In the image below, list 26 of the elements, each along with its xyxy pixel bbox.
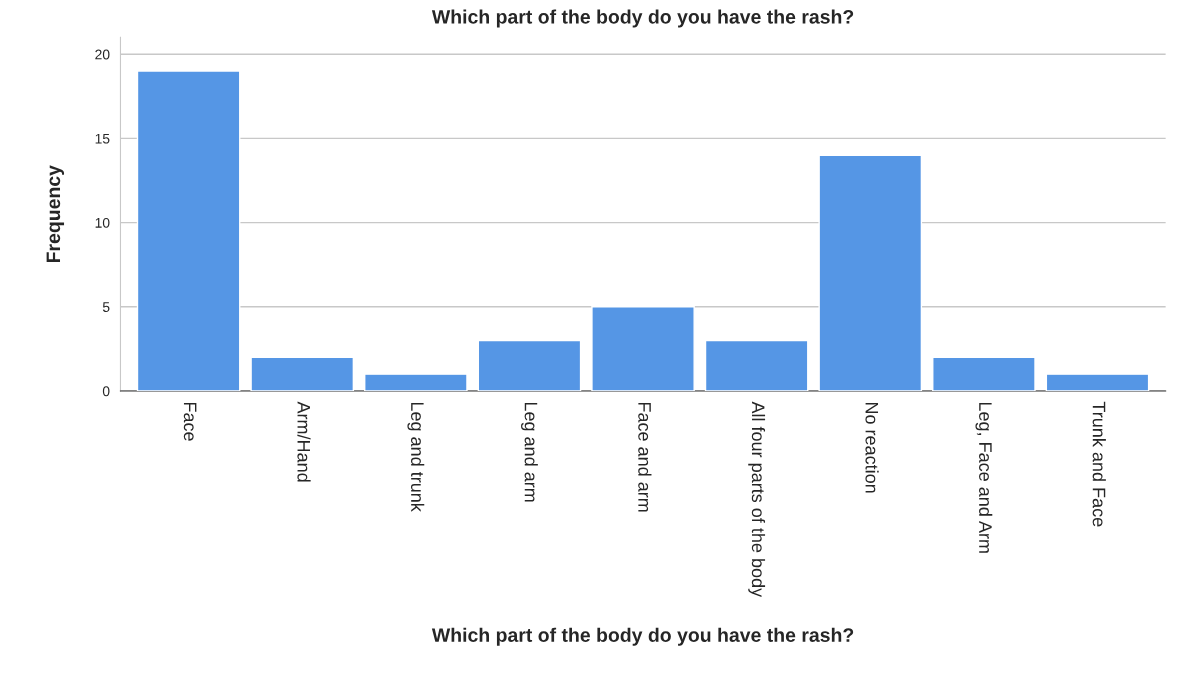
x-tick-label: Leg, Face and Arm — [975, 402, 993, 553]
bar — [591, 306, 695, 391]
y-tick-label: 10 — [95, 217, 110, 228]
y-tick-label: 0 — [102, 386, 110, 397]
bar — [136, 70, 241, 391]
y-tick-label: 15 — [95, 133, 110, 144]
y-tick-label: 20 — [95, 49, 110, 60]
x-tick-label: All four parts of the body — [748, 401, 766, 598]
x-tick-label: Arm/Hand — [297, 401, 311, 482]
bar — [818, 154, 923, 391]
x-tick-label: Face — [183, 402, 197, 441]
bar — [364, 373, 468, 391]
x-tick-label: Face and arm — [638, 402, 652, 512]
bar — [250, 356, 355, 391]
bar — [477, 339, 582, 391]
chart-title: Which part of the body do you have the rash? — [431, 9, 854, 28]
y-tick-label: 5 — [102, 302, 110, 312]
y-axis-title: Frequency — [46, 165, 65, 263]
bar — [1045, 373, 1150, 391]
x-tick-label: Trunk and Face — [1092, 401, 1106, 527]
bar — [704, 339, 809, 391]
x-tick-label: Leg and trunk — [407, 402, 425, 512]
x-tick-label: Leg and arm — [521, 402, 538, 502]
x-tick-label: No reaction — [865, 402, 879, 493]
bar — [932, 356, 1036, 391]
x-axis-title: Which part of the body do you have the rash? — [431, 627, 854, 646]
